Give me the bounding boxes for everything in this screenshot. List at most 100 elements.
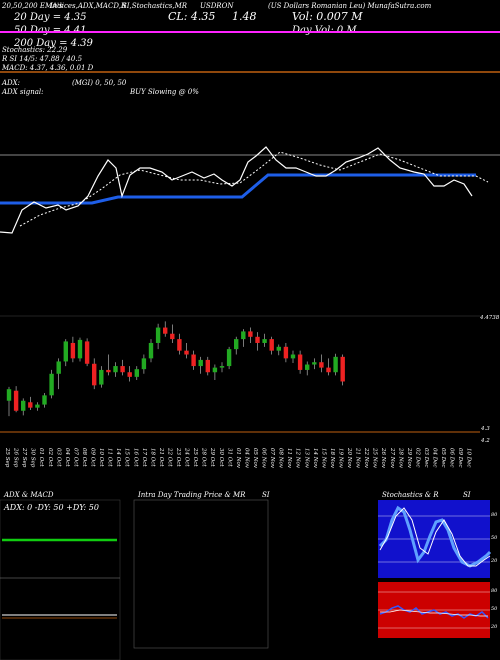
date-tick-label: 03 Dec bbox=[423, 448, 429, 468]
date-tick-label: 21 Oct bbox=[158, 447, 164, 467]
header-stochastics-label: SI,Stochastics,MR bbox=[122, 2, 188, 10]
stochastics-panel-si: SI bbox=[463, 491, 471, 499]
candle-up bbox=[290, 354, 296, 359]
candle-down bbox=[177, 339, 182, 351]
candle-up bbox=[49, 373, 54, 396]
stoch-k-line bbox=[378, 505, 492, 568]
candle-down bbox=[248, 331, 253, 337]
candle-up bbox=[333, 356, 338, 373]
date-tick-label: 24 Oct bbox=[184, 447, 190, 467]
candle-down bbox=[269, 339, 274, 351]
candle-up bbox=[312, 362, 317, 365]
date-tick-label: 14 Nov bbox=[312, 448, 318, 469]
adx-panel-title: ADX & MACD bbox=[4, 491, 54, 499]
candle-up bbox=[241, 331, 246, 340]
date-tick-label: 18 Nov bbox=[329, 448, 335, 469]
date-tick-label: 04 Dec bbox=[432, 448, 438, 468]
stoch-tick-50: 50 bbox=[491, 535, 498, 541]
date-tick-label: 31 Oct bbox=[226, 448, 232, 467]
rsi-tick-50: 50 bbox=[491, 606, 498, 612]
date-tick-label: 17 Oct bbox=[141, 448, 147, 467]
candle-up bbox=[305, 364, 310, 370]
candle-up bbox=[99, 369, 104, 385]
change-label: 1.48 bbox=[232, 10, 257, 23]
candle-up bbox=[212, 367, 218, 373]
intraday-panel-si: SI bbox=[262, 491, 270, 499]
white-price-line bbox=[0, 146, 473, 234]
price-axis-upper: 4.4738 bbox=[479, 315, 500, 321]
date-tick-label: 22 Oct bbox=[166, 447, 172, 467]
date-tick-label: 15 Nov bbox=[320, 448, 326, 469]
date-tick-label: 30 Sep bbox=[30, 448, 36, 468]
ema-blue-line bbox=[0, 173, 476, 205]
rsi-tick-80: 80 bbox=[491, 588, 498, 594]
price-axis-lower: 4.3 bbox=[480, 426, 490, 432]
candle-down bbox=[255, 336, 260, 343]
candle-up bbox=[219, 366, 225, 368]
mgi-value: (MGI) 0, 50, 50 bbox=[72, 79, 127, 87]
candle-down bbox=[191, 354, 196, 367]
buy-signal: BUY Slowing @ 0% bbox=[130, 88, 199, 96]
candle-up bbox=[77, 339, 83, 359]
ema20-label: 20 Day = 4.35 bbox=[14, 12, 87, 23]
date-tick-label: 25 Sep bbox=[4, 447, 10, 468]
stochastics-panel-title: Stochastics & R bbox=[382, 491, 439, 499]
candle-down bbox=[184, 350, 189, 355]
date-tick-label: 09 Oct bbox=[90, 448, 96, 467]
ema50-label: 50 Day = 4.41 bbox=[14, 25, 87, 36]
header-title: (US Dollars Romanian Leu) MunafaSutra.co… bbox=[268, 2, 432, 10]
close-label: CL: 4.35 bbox=[168, 10, 216, 23]
candle-down bbox=[297, 354, 303, 370]
date-tick-label: 07 Oct bbox=[72, 448, 78, 467]
candle-down bbox=[28, 402, 33, 408]
stoch-tick-20: 20 bbox=[491, 558, 498, 564]
date-tick-label: 15 Oct bbox=[124, 448, 130, 467]
date-tick-label: 29 Oct bbox=[209, 447, 215, 467]
adx-signal-label: ADX signal: bbox=[2, 88, 44, 96]
adx-label: ADX: bbox=[2, 79, 21, 87]
rsi-value: R SI 14/5: 47.88 / 40.5 bbox=[2, 55, 83, 63]
macd-value: MACD: 4.37, 4.36, 0.01 D bbox=[2, 64, 94, 72]
adx-panel bbox=[0, 499, 121, 660]
date-tick-label: 26 Sep bbox=[13, 447, 19, 468]
candle-down bbox=[127, 372, 132, 377]
intraday-panel bbox=[133, 499, 269, 649]
date-tick-label: 02 Oct bbox=[47, 448, 53, 467]
candle-up bbox=[113, 366, 118, 373]
date-tick-label: 13 Nov bbox=[303, 448, 309, 469]
date-tick-label: 23 Oct bbox=[175, 447, 181, 467]
date-tick-label: 30 Oct bbox=[218, 448, 224, 467]
date-tick-label: 11 Nov bbox=[286, 448, 292, 469]
rsi-blue-line bbox=[379, 605, 489, 619]
candle-up bbox=[234, 339, 239, 350]
candlestick-group bbox=[6, 321, 345, 417]
candle-down bbox=[283, 346, 289, 359]
date-tick-label: 20 Nov bbox=[346, 447, 352, 469]
header-indices-label: Indices,ADX,MACD,R bbox=[50, 2, 127, 10]
candle-down bbox=[340, 356, 345, 382]
stoch-tick-80: 80 bbox=[491, 512, 498, 518]
date-tick-label: 27 Sep bbox=[21, 447, 27, 468]
candle-up bbox=[155, 327, 161, 343]
date-tick-label: 04 Oct bbox=[64, 448, 70, 467]
candle-up bbox=[141, 358, 147, 370]
candle-up bbox=[6, 389, 12, 401]
date-tick-label: 19 Nov bbox=[337, 448, 343, 469]
candle-up bbox=[21, 400, 26, 411]
date-tick-label: 06 Nov bbox=[261, 448, 267, 469]
rsi-white-line bbox=[380, 609, 488, 617]
date-tick-label: 09 Dec bbox=[457, 448, 463, 468]
date-tick-label: 02 Dec bbox=[414, 448, 420, 468]
date-tick-label: 16 Oct bbox=[132, 448, 138, 467]
date-tick-label: 22 Nov bbox=[363, 447, 369, 469]
date-tick-label: 01 Nov bbox=[235, 448, 241, 469]
date-tick-label: 27 Nov bbox=[389, 447, 395, 469]
candle-down bbox=[163, 327, 168, 334]
intraday-panel-title: Intra Day Trading Price & MR bbox=[138, 491, 246, 499]
date-tick-label: 07 Nov bbox=[269, 448, 275, 469]
date-tick-label: 26 Nov bbox=[380, 447, 386, 469]
candle-down bbox=[120, 366, 125, 373]
date-tick-label: 06 Dec bbox=[449, 448, 455, 468]
date-tick-label: 10 Dec bbox=[466, 448, 472, 468]
